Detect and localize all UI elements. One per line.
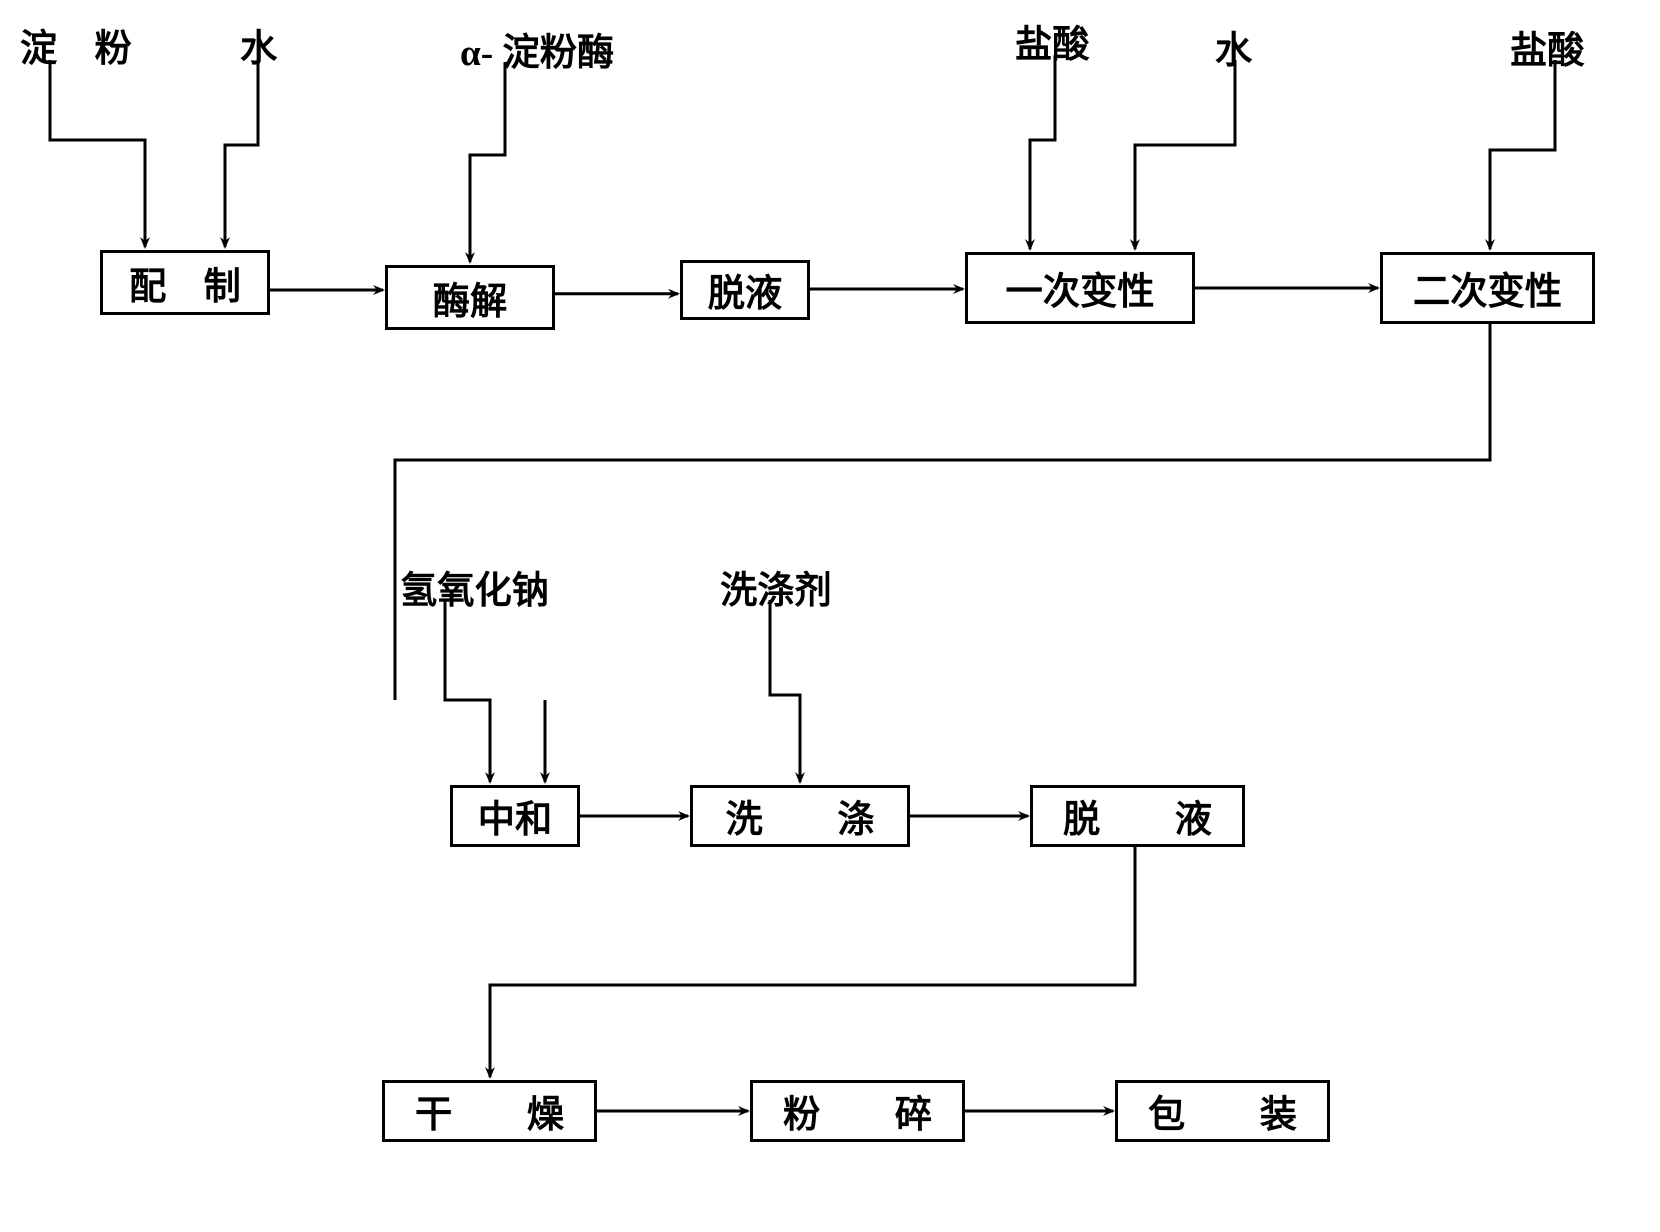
box-denature2: 二次变性	[1380, 252, 1595, 324]
box-pack: 包 装	[1115, 1080, 1330, 1142]
arrows-layer	[0, 0, 1660, 1232]
box-grind: 粉 碎	[750, 1080, 965, 1142]
box-denature1: 一次变性	[965, 252, 1195, 324]
label-water2: 水	[1215, 20, 1252, 74]
box-enzymolysis: 酶解	[385, 265, 555, 330]
box-dry: 干 燥	[382, 1080, 597, 1142]
box-neutralize: 中和	[450, 785, 580, 847]
flowchart-canvas: 淀 粉 水 α- 淀粉酶 盐酸 水 盐酸 氢氧化钠 洗涤剂 配 制 酶解 脱液 …	[0, 0, 1660, 1232]
label-hcl1: 盐酸	[1015, 14, 1089, 68]
label-water1: 水	[240, 18, 277, 72]
box-wash: 洗 涤	[690, 785, 910, 847]
box-deliquor2: 脱 液	[1030, 785, 1245, 847]
label-starch: 淀 粉	[20, 18, 132, 72]
label-amylase: α- 淀粉酶	[460, 22, 614, 76]
label-hcl2: 盐酸	[1510, 20, 1584, 74]
label-naoh: 氢氧化钠	[400, 560, 549, 614]
box-prepare: 配 制	[100, 250, 270, 315]
box-deliquor1: 脱液	[680, 260, 810, 320]
label-detergent: 洗涤剂	[720, 560, 832, 614]
